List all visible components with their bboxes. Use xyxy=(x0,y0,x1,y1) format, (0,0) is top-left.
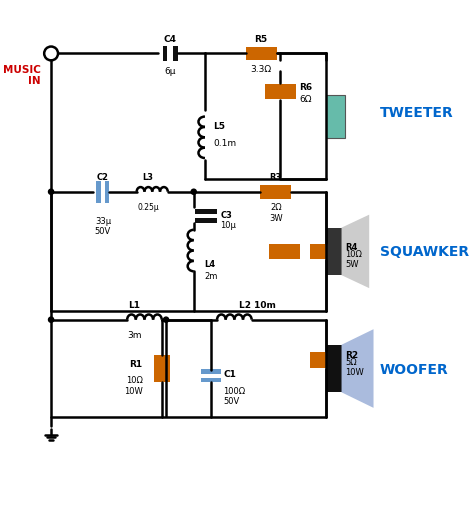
Text: L1: L1 xyxy=(128,300,140,310)
Text: R4: R4 xyxy=(345,242,357,251)
Text: 10Ω
5W: 10Ω 5W xyxy=(345,249,362,269)
Text: 5Ω
10W: 5Ω 10W xyxy=(345,358,364,377)
Text: R6: R6 xyxy=(299,83,312,91)
FancyBboxPatch shape xyxy=(260,185,292,199)
Text: L3: L3 xyxy=(142,173,154,182)
Text: R1: R1 xyxy=(129,359,143,368)
Text: 10Ω
10W: 10Ω 10W xyxy=(124,376,143,395)
Text: 6μ: 6μ xyxy=(164,67,176,75)
Bar xyxy=(326,95,345,138)
Text: L4: L4 xyxy=(204,260,215,269)
Bar xyxy=(173,46,178,62)
Text: 10μ: 10μ xyxy=(220,221,237,230)
Text: R2: R2 xyxy=(345,350,358,360)
Text: SQUAWKER: SQUAWKER xyxy=(380,245,469,259)
Polygon shape xyxy=(342,215,369,288)
Bar xyxy=(201,378,221,383)
Text: C2: C2 xyxy=(97,173,109,182)
FancyBboxPatch shape xyxy=(310,352,342,368)
Circle shape xyxy=(48,318,54,323)
Bar xyxy=(163,46,167,62)
Text: 3.3Ω: 3.3Ω xyxy=(251,65,272,74)
Text: R5: R5 xyxy=(255,35,268,44)
Text: 3m: 3m xyxy=(127,330,141,339)
Text: 6Ω: 6Ω xyxy=(299,95,312,104)
Text: WOOFER: WOOFER xyxy=(380,362,448,376)
Bar xyxy=(195,210,217,215)
Text: TWEETER: TWEETER xyxy=(380,106,453,120)
Text: 0.1m: 0.1m xyxy=(214,139,237,147)
Text: R3: R3 xyxy=(270,173,282,182)
Text: L5: L5 xyxy=(214,122,226,130)
FancyBboxPatch shape xyxy=(269,244,300,260)
Text: 2m: 2m xyxy=(204,272,218,281)
Bar xyxy=(195,218,217,223)
Bar xyxy=(105,181,109,204)
Text: 2Ω
3W: 2Ω 3W xyxy=(269,203,283,222)
Bar xyxy=(201,370,221,374)
Bar xyxy=(326,345,342,392)
Circle shape xyxy=(164,318,169,323)
Text: C3: C3 xyxy=(220,210,232,219)
Text: L2 10m: L2 10m xyxy=(239,300,275,310)
FancyBboxPatch shape xyxy=(246,47,277,61)
FancyBboxPatch shape xyxy=(264,84,296,100)
Text: MUSIC
IN: MUSIC IN xyxy=(3,65,41,86)
Text: C1: C1 xyxy=(223,370,236,378)
FancyBboxPatch shape xyxy=(154,355,170,383)
Bar xyxy=(97,181,101,204)
Circle shape xyxy=(48,190,54,195)
Polygon shape xyxy=(342,330,374,408)
Text: 0.25μ: 0.25μ xyxy=(137,203,159,212)
FancyBboxPatch shape xyxy=(310,244,342,260)
Text: C4: C4 xyxy=(164,35,177,44)
Text: 33μ
50V: 33μ 50V xyxy=(95,217,111,236)
Text: 100Ω
50V: 100Ω 50V xyxy=(223,386,245,406)
Circle shape xyxy=(191,190,196,195)
Bar xyxy=(326,228,342,276)
